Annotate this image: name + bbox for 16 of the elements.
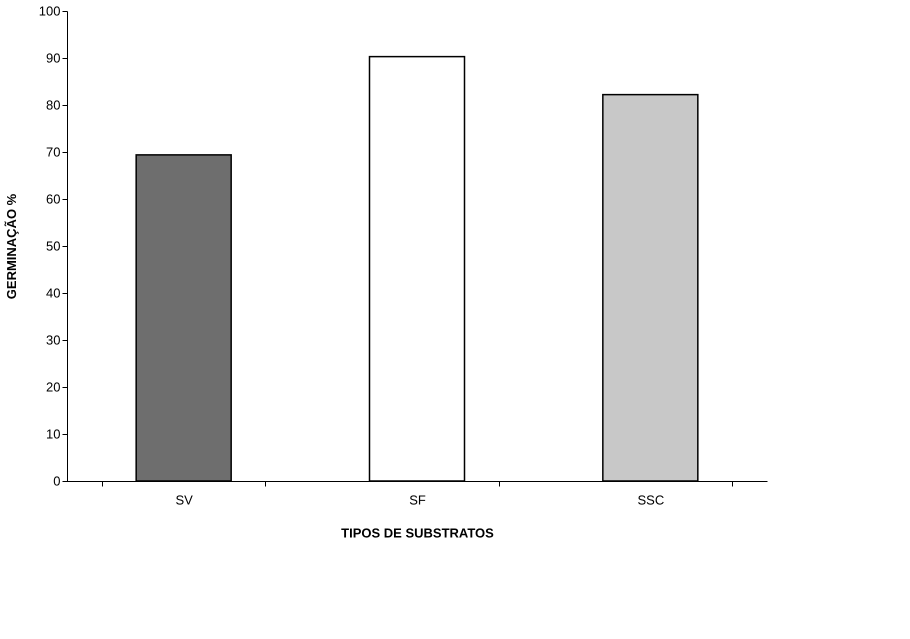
y-tick-label: 100 <box>38 4 60 18</box>
y-tick-label: 90 <box>46 50 60 66</box>
y-tick-label: 80 <box>46 98 60 112</box>
y-tick-label: 40 <box>46 286 60 300</box>
y-tick-label: 10 <box>46 426 60 442</box>
y-tick-label: 0 <box>53 474 60 488</box>
y-tick-label: 20 <box>46 380 60 394</box>
y-tick-label: 50 <box>46 238 60 254</box>
y-axis-title: GERMINAÇÃO % <box>4 193 19 300</box>
x-axis-title: TIPOS DE SUBSTRATOS <box>341 526 494 540</box>
x-tick-label: SF <box>409 492 426 508</box>
x-tick-label: SSC <box>637 492 664 508</box>
x-tick-label: SV <box>175 492 194 508</box>
y-tick-label: 70 <box>46 144 60 160</box>
y-tick-label: 30 <box>46 332 60 348</box>
y-tick-label: 60 <box>46 192 60 206</box>
